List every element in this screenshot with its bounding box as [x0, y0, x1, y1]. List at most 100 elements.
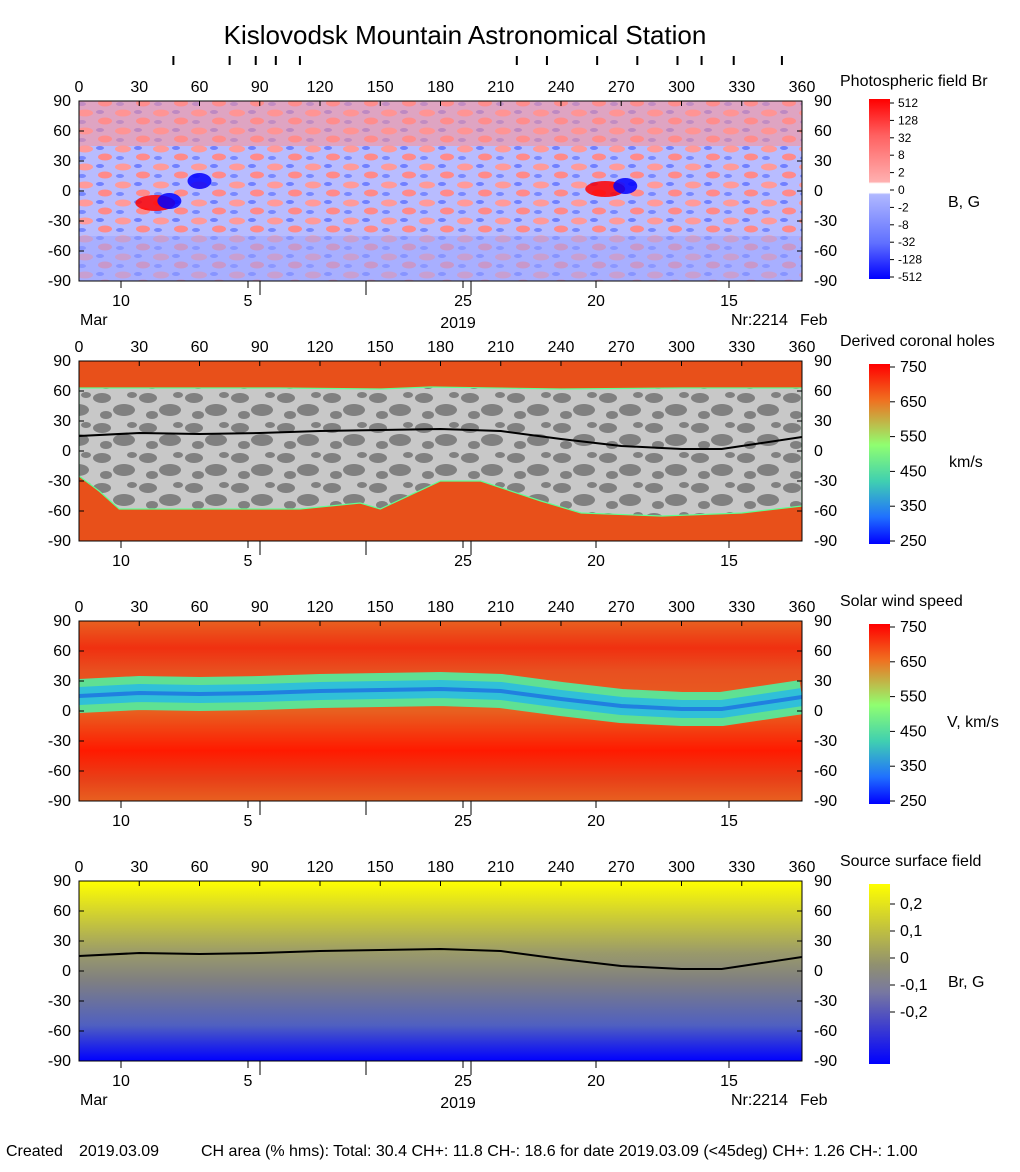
month-label-left: Mar [80, 312, 108, 329]
x-tick-label: 360 [789, 339, 816, 356]
colorbar-tick-label: 0,1 [900, 923, 922, 940]
neutral-line [79, 947, 802, 970]
date-tick-label: 25 [454, 1073, 472, 1090]
colorbar-tick-label: 128 [898, 113, 918, 127]
panel-title: Source surface field [840, 853, 981, 870]
colorbar-tick-label: 250 [900, 793, 927, 810]
x-tick-label: 210 [487, 339, 514, 356]
date-tick-label: 10 [112, 293, 130, 310]
x-tick-label: 330 [728, 339, 755, 356]
x-tick-label: 210 [487, 599, 514, 616]
x-tick-label: 210 [487, 859, 514, 876]
x-tick-label: 90 [251, 339, 269, 356]
y-tick-label-right: -60 [814, 503, 837, 520]
panel-title: Solar wind speed [840, 593, 963, 610]
date-tick-label: 10 [112, 813, 130, 830]
colorbar-tick-label: 2 [898, 166, 905, 180]
colorbar-tick-label: 350 [900, 758, 927, 775]
y-tick-label-left: 0 [62, 703, 71, 720]
y-tick-label-right: 90 [814, 873, 832, 890]
date-tick-label: 15 [720, 813, 738, 830]
y-tick-label-left: 90 [53, 353, 71, 370]
x-tick-label: 0 [75, 339, 84, 356]
date-tick-label: 20 [587, 813, 605, 830]
colorbar-tick-label: 350 [900, 498, 927, 515]
y-tick-label-left: -30 [48, 213, 71, 230]
colorbar-unit: V, km/s [947, 714, 999, 731]
x-tick-label: 240 [548, 599, 575, 616]
y-tick-label-right: -30 [814, 993, 837, 1010]
colorbar [869, 884, 890, 1064]
x-tick-label: 120 [307, 599, 334, 616]
x-tick-label: 180 [427, 79, 454, 96]
month-label-left: Mar [80, 1092, 108, 1109]
x-tick-label: 270 [608, 859, 635, 876]
y-tick-label-right: 0 [814, 183, 823, 200]
x-tick-label: 120 [307, 79, 334, 96]
x-tick-label: 0 [75, 599, 84, 616]
colorbar-tick-label: 550 [900, 429, 927, 446]
date-tick-label: 5 [244, 813, 253, 830]
colorbar-tick-label: 8 [898, 148, 905, 162]
y-tick-label-right: -90 [814, 1053, 837, 1070]
y-tick-label-right: -30 [814, 213, 837, 230]
colorbar-tick-label: 650 [900, 654, 927, 671]
y-tick-label-right: -60 [814, 1023, 837, 1040]
panel-title: Photospheric field Br [840, 73, 988, 90]
y-tick-label-right: 60 [814, 123, 832, 140]
y-tick-label-left: 30 [53, 933, 71, 950]
y-tick-label-left: -60 [48, 503, 71, 520]
photospheric-field-map [79, 101, 802, 281]
date-tick-label: 10 [112, 553, 130, 570]
rotation-number: Nr:2214 [731, 312, 788, 329]
colorbar-tick-label: -32 [898, 235, 916, 249]
x-tick-label: 300 [668, 79, 695, 96]
y-tick-label-left: -30 [48, 473, 71, 490]
page-title: Kislovodsk Mountain Astronomical Station [223, 20, 707, 50]
x-tick-label: 90 [251, 859, 269, 876]
y-tick-label-right: 0 [814, 443, 823, 460]
date-tick-label: 20 [587, 1073, 605, 1090]
x-tick-label: 270 [608, 79, 635, 96]
colorbar-tick-label: -0,1 [900, 977, 928, 994]
x-tick-label: 300 [668, 859, 695, 876]
x-tick-label: 360 [789, 79, 816, 96]
neutral-line [79, 427, 802, 450]
x-tick-label: 60 [191, 599, 209, 616]
colorbar-tick-label: 0 [898, 183, 905, 197]
y-tick-label-left: -30 [48, 993, 71, 1010]
date-tick-label: 10 [112, 1073, 130, 1090]
x-tick-label: 330 [728, 859, 755, 876]
x-tick-label: 360 [789, 599, 816, 616]
y-tick-label-right: 30 [814, 153, 832, 170]
colorbar-tick-label: 550 [900, 689, 927, 706]
y-tick-label-left: 0 [62, 443, 71, 460]
y-tick-label-left: -60 [48, 243, 71, 260]
y-tick-label-right: 0 [814, 703, 823, 720]
month-label-right: Feb [800, 1092, 828, 1109]
y-tick-label-right: -90 [814, 273, 837, 290]
y-tick-label-right: 30 [814, 673, 832, 690]
month-label-right: Feb [800, 312, 828, 329]
date-tick-label: 25 [454, 813, 472, 830]
y-tick-label-left: -60 [48, 763, 71, 780]
y-tick-label-left: -90 [48, 273, 71, 290]
colorbar-tick-label: 0 [900, 950, 909, 967]
colorbar-tick-label: 750 [900, 619, 927, 636]
colorbar-unit: B, G [948, 194, 980, 211]
y-tick-label-right: 90 [814, 93, 832, 110]
negative-region [613, 178, 638, 194]
panel-title: Derived coronal holes [840, 333, 995, 350]
colorbar-tick-label: 450 [900, 723, 927, 740]
colorbar-tick-label: -512 [898, 270, 922, 284]
date-tick-label: 15 [720, 553, 738, 570]
colorbar-unit: km/s [949, 454, 983, 471]
y-tick-label-right: -30 [814, 733, 837, 750]
y-tick-label-left: 30 [53, 413, 71, 430]
x-tick-label: 150 [367, 599, 394, 616]
date-tick-label: 5 [244, 553, 253, 570]
x-tick-label: 30 [130, 339, 148, 356]
colorbar-tick-label: 450 [900, 463, 927, 480]
negative-region [157, 193, 182, 209]
